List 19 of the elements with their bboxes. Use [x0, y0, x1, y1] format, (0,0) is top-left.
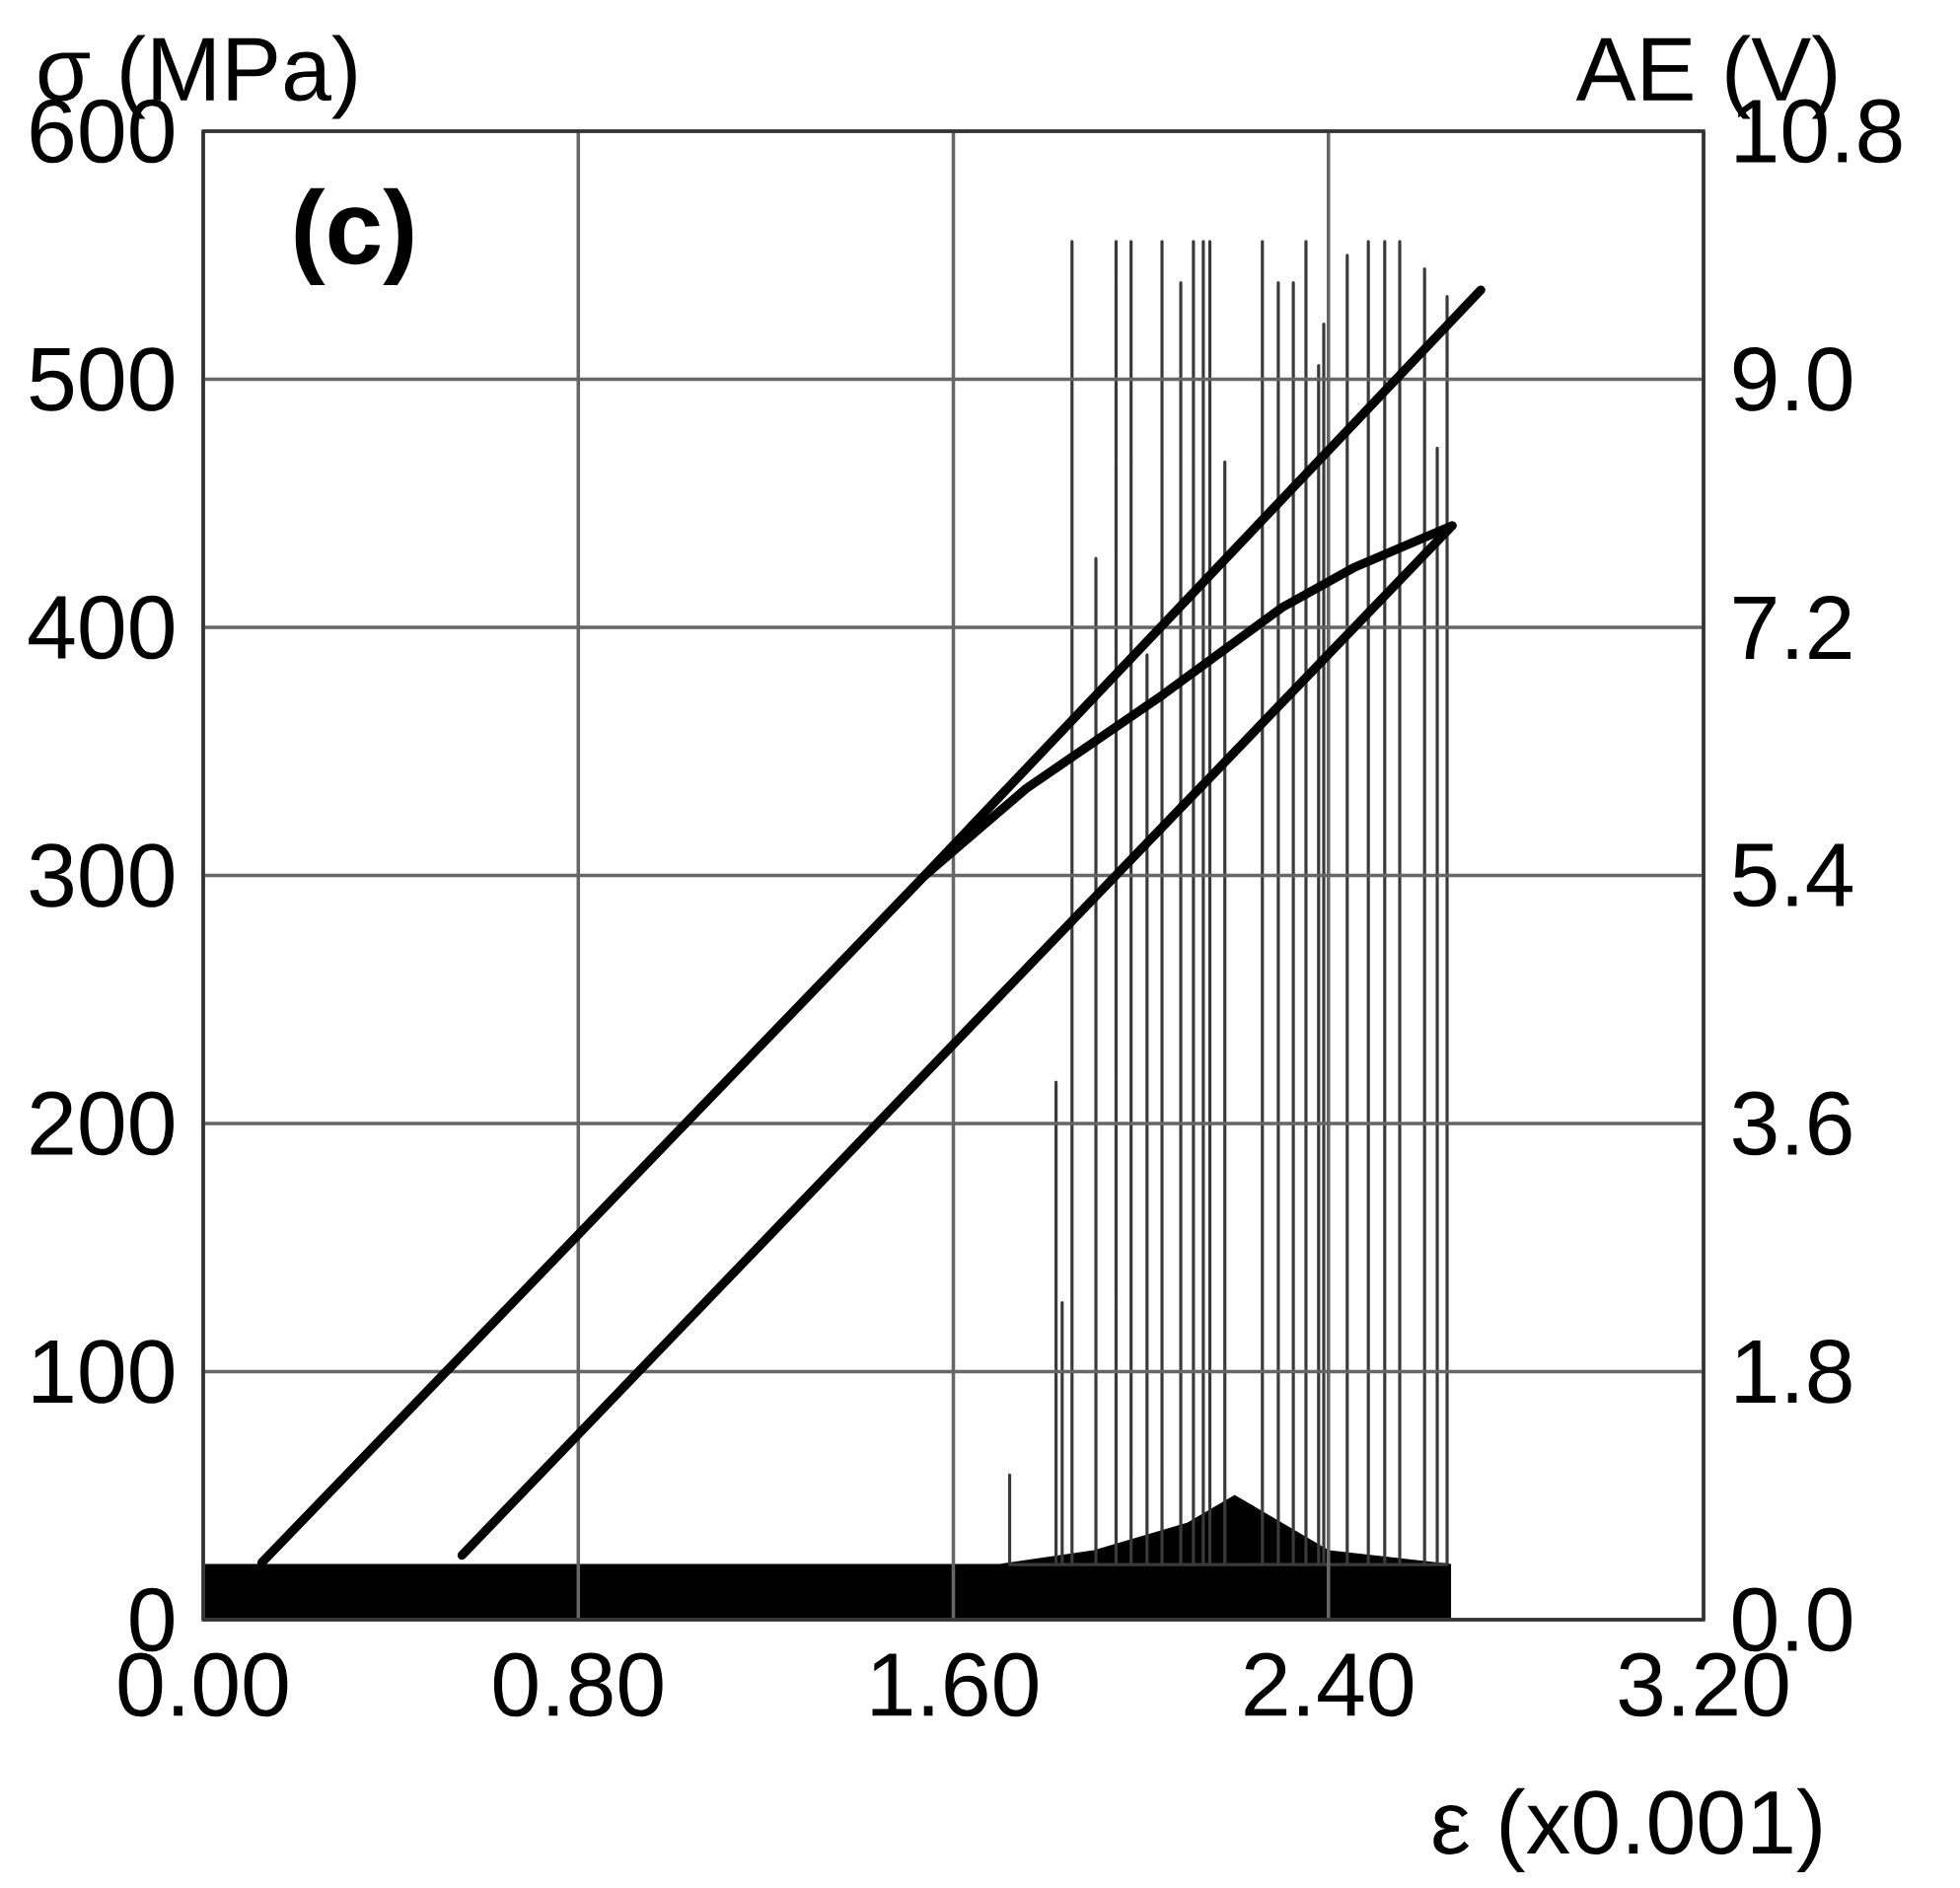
x-tick-label: 1.60 — [872, 1652, 1038, 1717]
y-tick-label: 300 — [30, 843, 174, 908]
y-tick-label: 100 — [34, 1340, 174, 1404]
x-tick-label: 0.00 — [118, 1652, 288, 1717]
y-tick-label: 0 — [130, 1587, 174, 1652]
y2-tick-label: 0.0 — [1733, 1587, 1851, 1652]
x-axis-title: ε (x0.001) — [1433, 1787, 1821, 1872]
y-tick-label: 200 — [31, 1091, 174, 1156]
annotation: (c) — [295, 187, 413, 285]
x-tick-label: 2.40 — [1245, 1652, 1414, 1717]
x-tick-label: 0.80 — [493, 1652, 663, 1717]
y2-tick-label: 7.2 — [1734, 596, 1851, 659]
x-tick-label: 3.20 — [1619, 1652, 1788, 1717]
y2-tick-label: 3.6 — [1732, 1091, 1851, 1156]
y2-tick-label: 9.0 — [1733, 347, 1851, 411]
y-tick-label: 400 — [29, 595, 174, 660]
y2-tick-label: 5.4 — [1733, 843, 1852, 908]
y2-tick-label: 1.8 — [1736, 1340, 1851, 1404]
y-tick-label: 500 — [30, 347, 174, 411]
